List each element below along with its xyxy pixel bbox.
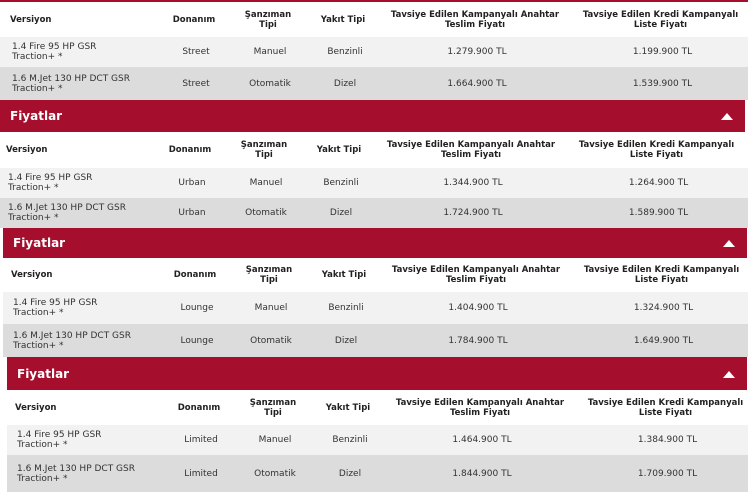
row-bg — [0, 67, 748, 100]
row-bg — [3, 292, 748, 324]
column-header: Yakıt Tipi — [321, 270, 367, 280]
table-cell: Dizel — [333, 78, 357, 89]
table-cell: Street — [182, 78, 210, 89]
table-cell: 1.199.900 TL — [632, 47, 693, 57]
section-header[interactable]: Fiyatlar — [7, 357, 747, 390]
column-header: Şanzıman Tipi — [245, 265, 293, 285]
table-cell: 1.649.900 TL — [633, 335, 694, 346]
table-cell: Otomatik — [254, 468, 296, 479]
column-header: Tavsiye Edilen Kredi Kampanyalı Liste Fi… — [578, 140, 735, 160]
table-cell: Benzinli — [327, 47, 363, 57]
section-title: Fiyatlar — [10, 109, 63, 123]
collapse-icon[interactable] — [723, 239, 735, 247]
column-header: Tavsiye Edilen Kampanyalı Anahtar Teslim… — [395, 397, 565, 418]
table-cell: Dizel — [334, 335, 358, 346]
table-cell: 1.589.900 TL — [628, 208, 689, 218]
column-header: Tavsiye Edilen Kampanyalı Anahtar Teslim… — [390, 9, 560, 30]
table-cell: 1.384.900 TL — [637, 435, 698, 445]
row-bg — [0, 168, 748, 198]
table-cell: Manuel — [249, 178, 283, 188]
column-header: Şanzıman Tipi — [244, 9, 292, 30]
table-cell: Otomatik — [249, 78, 291, 89]
table-cell: 1.4 Fire 95 HP GSR Traction+ * — [17, 430, 102, 450]
column-header: Versiyon — [6, 145, 48, 155]
column-header: Donanım — [177, 402, 221, 413]
table-cell: 1.539.900 TL — [632, 78, 693, 89]
table-cell: Otomatik — [250, 335, 292, 346]
table-cell: 1.709.900 TL — [637, 468, 698, 479]
table-cell: 1.844.900 TL — [452, 468, 512, 479]
section-title: Fiyatlar — [13, 236, 66, 250]
row-bg — [7, 425, 748, 455]
table-cell: Urban — [178, 178, 206, 188]
table-cell: 1.464.900 TL — [452, 435, 512, 445]
section-title: Fiyatlar — [17, 366, 70, 381]
row-bg — [3, 324, 748, 357]
table-cell: Manuel — [258, 435, 292, 445]
table-cell: Urban — [178, 208, 206, 218]
table-cell: Manuel — [253, 47, 287, 57]
table-cell: 1.404.900 TL — [448, 303, 508, 313]
collapse-icon[interactable] — [723, 370, 735, 378]
table-cell: Lounge — [180, 335, 214, 346]
table-cell: Street — [182, 47, 210, 57]
column-header: Şanzıman Tipi — [249, 397, 297, 418]
row-bg — [0, 37, 748, 67]
table-cell: Benzinli — [328, 303, 364, 313]
column-header: Tavsiye Edilen Kredi Kampanyalı Liste Fi… — [583, 265, 740, 285]
table-cell: 1.664.900 TL — [447, 78, 507, 89]
chevron — [721, 113, 733, 120]
table-cell: Limited — [184, 468, 218, 479]
section-header[interactable]: Fiyatlar — [0, 100, 745, 132]
section-header[interactable]: Fiyatlar — [3, 228, 747, 258]
table-cell: 1.4 Fire 95 HP GSR Traction+ * — [12, 42, 97, 62]
table-cell: 1.6 M.Jet 130 HP DCT GSR Traction+ * — [17, 463, 135, 484]
table-cell: Dizel — [338, 468, 362, 479]
collapse-icon[interactable] — [721, 112, 733, 120]
table-cell: Dizel — [329, 208, 353, 218]
table-cell: 1.279.900 TL — [447, 47, 507, 57]
chevron — [723, 240, 735, 247]
column-header: Şanzıman Tipi — [240, 140, 288, 160]
column-header: Versiyon — [10, 14, 52, 25]
column-header: Versiyon — [15, 402, 57, 413]
table-cell: 1.324.900 TL — [633, 303, 694, 313]
column-header: Tavsiye Edilen Kampanyalı Anahtar Teslim… — [391, 265, 561, 285]
column-header: Donanım — [173, 270, 217, 280]
table-cell: Otomatik — [245, 208, 287, 218]
column-header: Versiyon — [11, 270, 53, 280]
column-header: Yakıt Tipi — [316, 145, 362, 155]
column-header: Yakıt Tipi — [320, 14, 366, 25]
table-cell: Limited — [184, 435, 218, 445]
table-cell: 1.6 M.Jet 130 HP DCT GSR Traction+ * — [13, 330, 131, 351]
column-header: Tavsiye Edilen Kredi Kampanyalı Liste Fi… — [582, 9, 739, 30]
table-cell: Lounge — [180, 303, 214, 313]
row-bg — [7, 455, 748, 492]
table-cell: 1.6 M.Jet 130 HP DCT GSR Traction+ * — [8, 203, 126, 223]
column-header: Donanım — [168, 145, 212, 155]
table-cell: 1.4 Fire 95 HP GSR Traction+ * — [13, 298, 98, 318]
table-cell: 1.344.900 TL — [443, 178, 503, 188]
table-cell: 1.4 Fire 95 HP GSR Traction+ * — [8, 173, 93, 193]
table-cell: Manuel — [254, 303, 288, 313]
column-header: Yakıt Tipi — [325, 402, 371, 413]
column-header: Tavsiye Edilen Kampanyalı Anahtar Teslim… — [386, 140, 556, 160]
top-rule — [0, 0, 748, 2]
table-cell: 1.784.900 TL — [448, 335, 508, 346]
row-bg — [0, 198, 748, 228]
table-cell: 1.264.900 TL — [628, 178, 689, 188]
table-cell: Benzinli — [332, 435, 368, 445]
table-cell: Benzinli — [323, 178, 359, 188]
chevron — [723, 370, 735, 378]
column-header: Tavsiye Edilen Kredi Kampanyalı Liste Fi… — [587, 397, 744, 418]
table-cell: 1.724.900 TL — [443, 208, 503, 218]
column-header: Donanım — [172, 14, 216, 25]
table-cell: 1.6 M.Jet 130 HP DCT GSR Traction+ * — [12, 73, 130, 94]
